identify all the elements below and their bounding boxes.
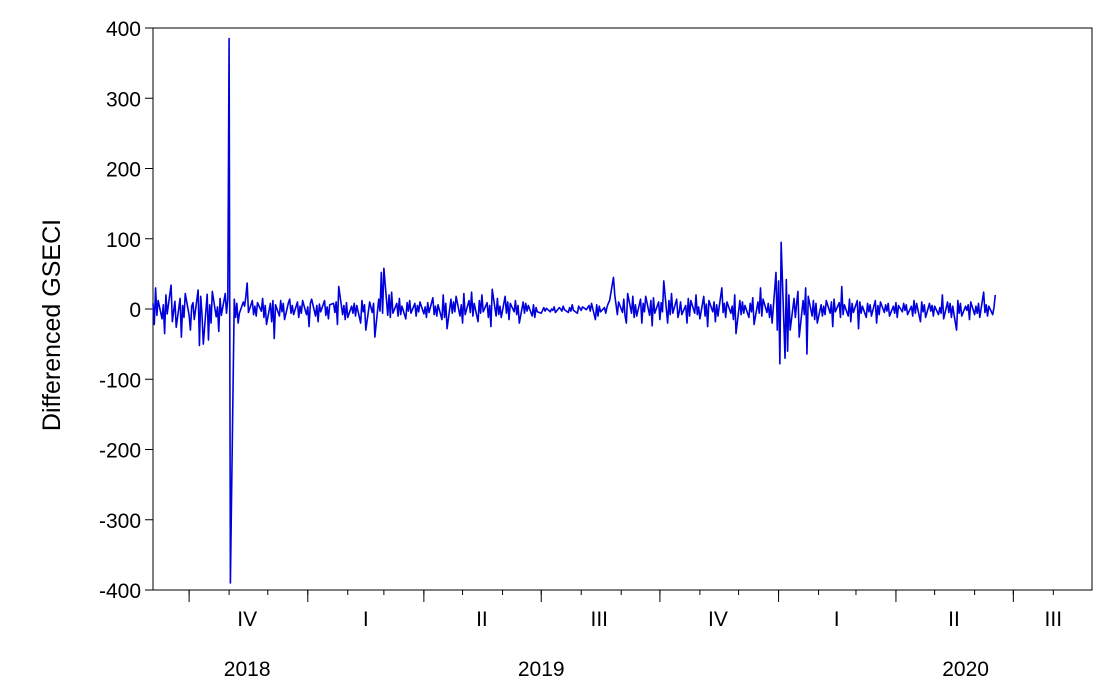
y-tick-label: -300 [99, 510, 141, 533]
x-quarter-label: II [476, 608, 488, 631]
y-tick-label: -100 [99, 369, 141, 392]
x-quarter-label: IV [708, 608, 728, 631]
x-quarter-label: I [834, 608, 840, 631]
x-year-label: 2018 [224, 658, 271, 681]
y-tick-label: -200 [99, 440, 141, 463]
y-tick-label: 300 [106, 88, 141, 111]
x-quarter-label: I [363, 608, 369, 631]
x-year-label: 2019 [518, 658, 565, 681]
x-quarter-label: III [591, 608, 609, 631]
x-quarter-label: II [948, 608, 960, 631]
y-tick-label: 400 [106, 18, 141, 41]
y-tick-label: 200 [106, 159, 141, 182]
y-tick-label: 100 [106, 229, 141, 252]
x-quarter-label: IV [237, 608, 257, 631]
x-quarter-label: III [1045, 608, 1063, 631]
y-axis: 400 300 200 100 0 -100 -200 -300 -400 [99, 18, 153, 603]
y-tick-label: -400 [99, 580, 141, 603]
series-line-0 [152, 37, 997, 584]
series-layer [152, 37, 997, 584]
y-axis-label: Differenced GSECI [38, 219, 66, 431]
y-tick-label: 0 [129, 299, 141, 322]
x-year-label: 2020 [942, 658, 989, 681]
